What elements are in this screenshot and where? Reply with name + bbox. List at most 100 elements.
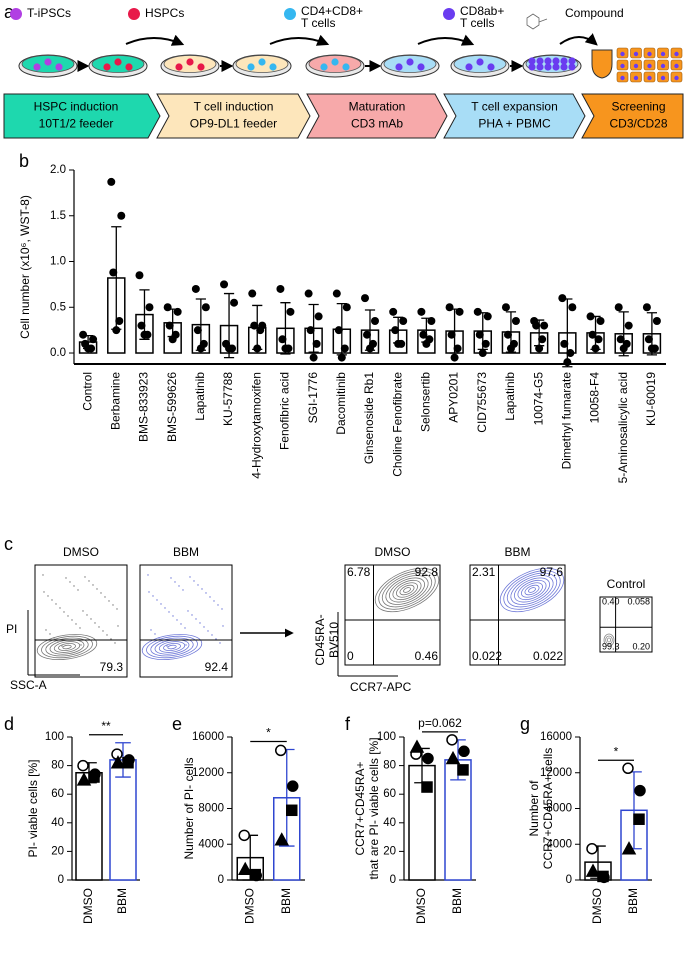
contour <box>528 587 536 593</box>
cell <box>544 63 552 71</box>
cell <box>125 63 133 71</box>
cup <box>591 49 613 79</box>
cell <box>186 58 194 66</box>
quadrant-value: 0.058 <box>627 596 650 606</box>
point <box>274 832 290 846</box>
cell <box>33 63 41 71</box>
event <box>55 603 57 605</box>
x-tick-label: BBM <box>450 888 464 914</box>
x-tick-label: Fenofibric acid <box>278 372 292 450</box>
step-box <box>3 93 161 139</box>
point <box>137 321 146 330</box>
quadrant-value: 0.46 <box>415 649 439 663</box>
event <box>106 634 108 636</box>
well-cell <box>660 75 666 81</box>
contour <box>53 641 81 653</box>
point <box>538 335 547 344</box>
contour <box>58 643 76 651</box>
contour <box>41 635 93 659</box>
significance: p=0.062 <box>418 716 462 730</box>
point <box>201 303 210 312</box>
axis-label: CCR7-APC <box>350 680 412 694</box>
event <box>205 592 207 594</box>
event <box>104 596 106 598</box>
point <box>286 307 295 316</box>
contour <box>158 641 186 653</box>
event <box>174 581 176 583</box>
y-tick-label: 0 <box>218 874 224 886</box>
x-tick-label: BMS-833923 <box>137 372 151 442</box>
contour <box>141 634 203 660</box>
label-line: CD45RA- <box>313 614 327 665</box>
point <box>230 298 239 307</box>
event <box>147 574 149 576</box>
cell <box>536 63 544 71</box>
point <box>597 870 609 883</box>
label: PI- viable cells [%] <box>26 759 40 857</box>
cell <box>552 57 560 65</box>
point <box>389 307 398 316</box>
event <box>102 630 104 632</box>
label-line: T cells <box>301 16 335 30</box>
event <box>110 638 112 640</box>
event <box>176 619 178 621</box>
x-tick-label: 10074-G5 <box>531 372 545 426</box>
x-tick-label: CID755673 <box>475 372 489 433</box>
cell <box>560 63 568 71</box>
axis-label: PI <box>6 622 17 636</box>
point <box>445 303 454 312</box>
y-tick-label: 40 <box>51 817 64 829</box>
y-tick-label: 12000 <box>540 767 572 779</box>
cell <box>269 63 277 71</box>
contour <box>396 582 418 598</box>
point <box>287 780 299 792</box>
point <box>337 353 346 362</box>
cell <box>544 57 552 65</box>
point <box>196 344 205 353</box>
point <box>332 289 341 298</box>
well-cell <box>674 75 679 81</box>
cell <box>568 57 576 65</box>
x-tick-label: DMSO <box>414 888 428 924</box>
y-tick-label: 80 <box>51 760 64 772</box>
y-tick-label: 12000 <box>192 767 224 779</box>
point <box>427 316 436 325</box>
cell <box>55 63 63 71</box>
x-tick-label: KU-57788 <box>221 372 235 426</box>
event <box>199 622 201 624</box>
quadrant-value: 92.8 <box>415 565 439 579</box>
x-tick-label: 10058-F4 <box>588 372 602 424</box>
point <box>566 349 575 358</box>
plot-title: BBM <box>504 545 530 559</box>
event <box>82 610 84 612</box>
event <box>114 642 116 644</box>
y-tick-label: 8000 <box>198 803 224 815</box>
event <box>49 633 51 635</box>
point <box>560 339 569 348</box>
contour <box>603 633 615 647</box>
point <box>481 339 490 348</box>
point <box>394 339 403 348</box>
event <box>217 604 219 606</box>
x-tick-label: BBM <box>115 888 129 914</box>
contour <box>605 635 613 645</box>
event <box>150 629 152 631</box>
y-tick-label: 4000 <box>546 838 572 850</box>
contour <box>521 582 543 598</box>
y-tick-label: 0.5 <box>50 301 66 313</box>
x-tick-label: Berbamine <box>108 372 122 430</box>
x-tick-label: Selonsertib <box>419 372 433 432</box>
step-box <box>581 93 684 139</box>
well-cell <box>647 63 652 69</box>
y-tick-label: 1.0 <box>50 256 66 268</box>
contour <box>167 644 177 650</box>
point <box>586 842 598 855</box>
plot-frame <box>139 564 233 678</box>
y-tick-label: 20 <box>51 845 64 857</box>
point <box>361 294 369 303</box>
contour <box>45 637 89 657</box>
point <box>225 344 234 353</box>
label-line: CCR7+CD45RA+ <box>353 761 367 855</box>
point <box>115 316 124 325</box>
event <box>213 600 215 602</box>
